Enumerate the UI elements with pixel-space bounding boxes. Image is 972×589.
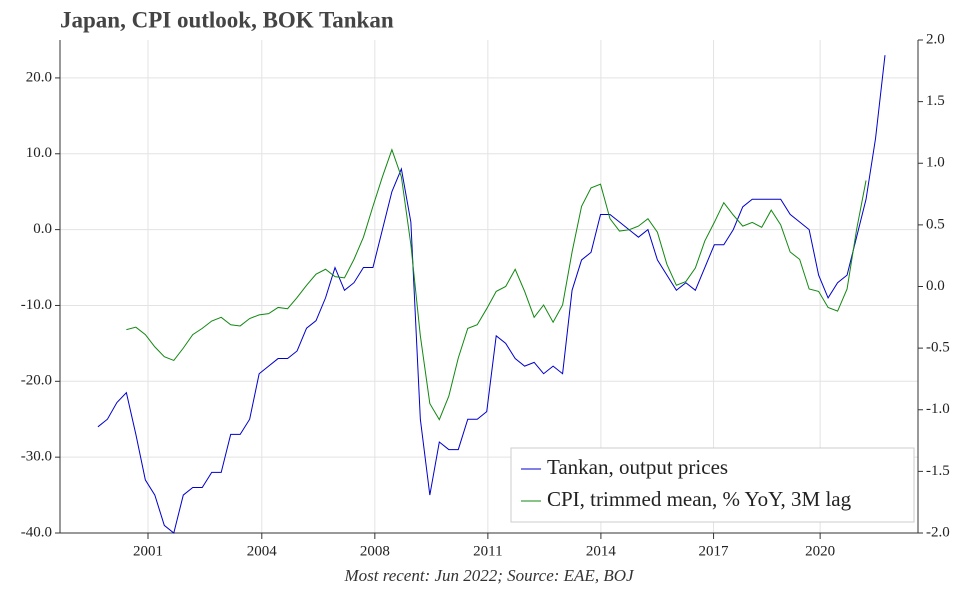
y-tick-label: -20.0 bbox=[21, 373, 52, 389]
x-tick-label: 2014 bbox=[586, 543, 617, 559]
line-series bbox=[126, 148, 867, 421]
y2-tick-label: -1.5 bbox=[926, 463, 950, 479]
y-tick-label: -40.0 bbox=[21, 524, 52, 540]
legend-label: Tankan, output prices bbox=[547, 455, 728, 479]
legend-label: CPI, trimmed mean, % YoY, 3M lag bbox=[547, 487, 852, 511]
y2-tick-label: 2.0 bbox=[926, 31, 945, 47]
x-tick-label: 2008 bbox=[360, 543, 390, 559]
y2-tick-label: -2.0 bbox=[926, 524, 950, 540]
y2-tick-label: 0.0 bbox=[926, 278, 945, 294]
y-tick-label: 20.0 bbox=[26, 69, 52, 85]
y-tick-label: -30.0 bbox=[21, 449, 52, 465]
legend: Tankan, output prices CPI, trimmed mean, … bbox=[510, 447, 915, 523]
line-series bbox=[97, 55, 886, 534]
y-tick-label: -10.0 bbox=[21, 297, 52, 313]
footnote: Most recent: Jun 2022; Source: EAE, BOJ bbox=[343, 566, 635, 585]
x-tick-label: 2017 bbox=[699, 543, 730, 559]
x-tick-label: 2020 bbox=[805, 543, 835, 559]
y-tick-label: 10.0 bbox=[26, 145, 52, 161]
chart-title: Japan, CPI outlook, BOK Tankan bbox=[60, 7, 394, 32]
y2-tick-label: 1.5 bbox=[926, 93, 945, 109]
x-tick-label: 2011 bbox=[473, 543, 502, 559]
y2-tick-label: -1.0 bbox=[926, 401, 950, 417]
y-tick-label: 0.0 bbox=[33, 221, 52, 237]
x-tick-label: 2001 bbox=[133, 543, 163, 559]
y2-tick-label: 0.5 bbox=[926, 216, 945, 232]
legend-box bbox=[510, 447, 915, 523]
x-tick-label: 2004 bbox=[247, 543, 278, 559]
y2-tick-label: -0.5 bbox=[926, 340, 950, 356]
y2-tick-label: 1.0 bbox=[926, 155, 945, 171]
